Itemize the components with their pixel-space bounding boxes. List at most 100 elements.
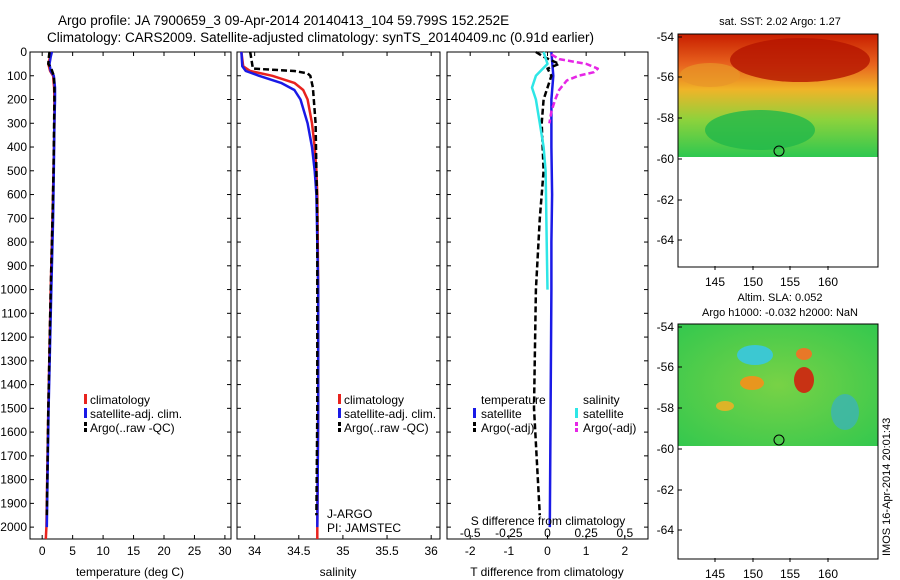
legend-swatch-satellite [84,408,87,418]
lat-tick-label: -60 [657,152,675,166]
sla-low-patch-2 [831,394,859,430]
sst-cool-patch [705,110,815,150]
legend-label-climatology: climatology [90,393,150,407]
x-tick-label: 25 [188,544,202,558]
lon-tick-label: 145 [705,275,725,289]
y-tick-label: 400 [7,140,27,154]
x-tick-label: -1 [504,544,515,558]
x-tick-label: 34.5 [287,544,311,558]
credit-line1: J-ARGO [327,507,372,521]
lat-tick-label: -62 [657,193,675,207]
y-tick-label: 1300 [0,354,27,368]
axis-ticks-layer: 0 5 10 15 20 25 300100200300400500600700800900… [0,45,648,558]
lon-tick-label: 150 [743,567,763,580]
series-line-temperature-satellite [548,51,555,528]
series-line-temperature-argo-adj- [532,50,561,516]
profile-lines-layer [44,50,600,540]
lon-tick-label: 160 [818,567,838,580]
x-tick-label: -2 [465,544,476,558]
sst-warm-patch-2 [680,63,740,87]
lat-tick-label: -58 [657,401,675,415]
salinity-panel-frame [236,51,441,540]
legend-label-s-satellite: satellite [583,407,624,421]
legend-swatch-s-argo-2 [575,428,578,432]
lat-tick-label: -60 [657,442,675,456]
legend-swatch-s-satellite [575,408,578,418]
sla-high-patch-3 [796,348,812,360]
lon-tick-label: 160 [818,275,838,289]
sst-warm-patch [730,38,870,82]
x-tick-label: 34 [248,544,262,558]
y-tick-label: 900 [7,259,27,273]
y-tick-label: 500 [7,164,27,178]
legend-swatch-s-argo [575,422,578,426]
legend-swatch-climatology [84,394,87,404]
salinity-axis-label: salinity [320,565,357,579]
s-diff-tick-label: 0.25 [574,526,598,540]
legend-swatch-t-argo-2 [473,428,476,432]
y-tick-label: 200 [7,93,27,107]
legend-swatch-t-argo [473,422,476,426]
temperature-legend: climatology satellite-adj. clim. Argo(..… [84,393,182,435]
y-tick-label: 1200 [0,330,27,344]
sla-high-patch [794,367,814,393]
s-diff-tick-label: -0.25 [495,526,523,540]
legend-label-argo: Argo(..raw -QC) [90,421,175,435]
legend-swatch-argo [338,422,341,426]
series-line-argo-raw-qc- [45,51,56,516]
legend-label-s-argo: Argo(-adj) [583,421,636,435]
y-tick-label: 1800 [0,473,27,487]
legend-head-salinity: salinity [583,393,620,407]
series-line-salinity-satellite [530,51,549,290]
sla-map-title-line2: Argo h1000: -0.032 h2000: NaN [702,307,858,319]
sst-map [677,33,879,268]
lat-tick-label: -54 [657,30,675,44]
legend-label-t-satellite: satellite [481,407,522,421]
salinity-legend: climatology satellite-adj. clim. Argo(..… [338,393,436,435]
legend-swatch-argo-2 [338,428,341,432]
sla-high-patch-2 [740,376,764,390]
legend-label-argo: Argo(..raw -QC) [344,421,429,435]
y-tick-label: 1900 [0,496,27,510]
sst-map-frame [677,33,879,268]
legend-swatch-satellite [338,408,341,418]
y-tick-label: 1000 [0,283,27,297]
x-tick-label: 5 [69,544,76,558]
lat-tick-label: -56 [657,360,675,374]
lat-tick-label: -56 [657,70,675,84]
y-tick-label: 1500 [0,401,27,415]
legend-label-t-argo: Argo(-adj) [481,421,534,435]
figure-title-line2: Climatology: CARS2009. Satellite-adjuste… [47,30,594,45]
x-tick-label: 1 [583,544,590,558]
y-tick-label: 0 [20,45,27,59]
s-diff-tick-label: -0.5 [460,526,481,540]
lon-tick-label: 155 [780,567,800,580]
legend-label-satellite: satellite-adj. clim. [90,407,182,421]
x-tick-label: 35 [336,544,350,558]
sla-map-ticks: -54 -56 -58 -60 -62 -64 145 150 155 160 [657,320,839,580]
legend-swatch-argo-2 [84,428,87,432]
difference-panel-frame [446,51,649,540]
sla-map-frame [677,323,879,560]
y-tick-label: 700 [7,211,27,225]
lat-tick-label: -64 [657,523,675,537]
lat-tick-label: -64 [657,233,675,247]
legend-swatch-argo [84,422,87,426]
y-tick-label: 2000 [0,520,27,534]
x-tick-label: 15 [127,544,141,558]
y-tick-label: 800 [7,235,27,249]
legend-label-climatology: climatology [344,393,404,407]
series-line-argo-raw-qc- [248,51,319,516]
t-difference-axis-label: T difference from climatology [470,565,624,579]
difference-legend: temperature salinity satellite satellite… [473,393,636,435]
s-diff-tick-label: 0.5 [616,526,633,540]
x-tick-label: 35.5 [375,544,399,558]
y-tick-label: 600 [7,188,27,202]
s-diff-tick-label: 0 [544,526,551,540]
sst-map-title: sat. SST: 2.02 Argo: 1.27 [719,16,841,28]
series-line-satellite-adj-clim- [240,51,320,528]
argo-position-marker [773,434,785,446]
lon-tick-label: 155 [780,275,800,289]
sla-map-title-line1: Altim. SLA: 0.052 [738,292,823,304]
